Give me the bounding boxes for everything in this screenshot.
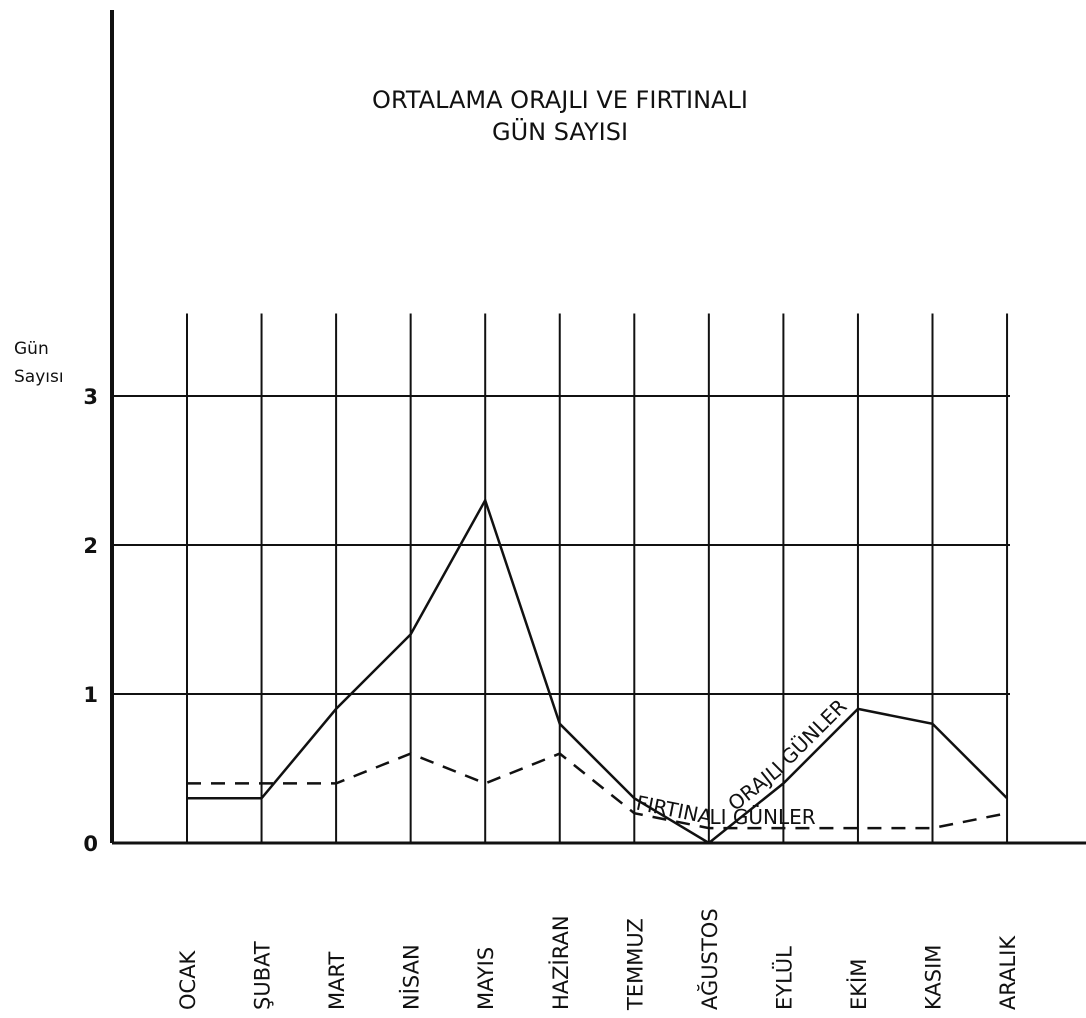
x-tick-label: HAZİRAN (548, 915, 573, 1010)
y-tick-label: 1 (83, 683, 98, 707)
x-tick-label: NİSAN (399, 944, 424, 1010)
x-tick-label: MAYIS (474, 947, 498, 1010)
series-line (187, 497, 1008, 845)
x-tick-label: AĞUSTOS (697, 908, 722, 1010)
y-axis-label: Sayısı (14, 367, 64, 387)
y-tick-label: 2 (83, 534, 98, 558)
x-tick-label: TEMMUZ (623, 918, 647, 1011)
chart-title: ORTALAMA ORAJLI VE FIRTINALI (372, 86, 748, 114)
y-axis-label: Gün (14, 339, 49, 359)
y-tick-label: 3 (83, 385, 98, 409)
x-tick-label: MART (325, 951, 349, 1010)
x-tick-label: OCAK (176, 949, 200, 1010)
x-tick-label: KASIM (922, 945, 946, 1010)
series-line (187, 752, 1008, 830)
x-tick-label: EKİM (846, 959, 871, 1010)
chart-title: GÜN SAYISI (492, 117, 628, 146)
x-tick-label: EYLÜL (771, 946, 796, 1010)
y-tick-label: 0 (83, 832, 98, 856)
series-label-path: ORAJLI GÜNLER (723, 694, 851, 816)
x-tick-label: ARALIK (996, 935, 1020, 1010)
series-label: ORAJLI GÜNLER (723, 694, 851, 816)
x-tick-label: ŞUBAT (251, 941, 275, 1010)
